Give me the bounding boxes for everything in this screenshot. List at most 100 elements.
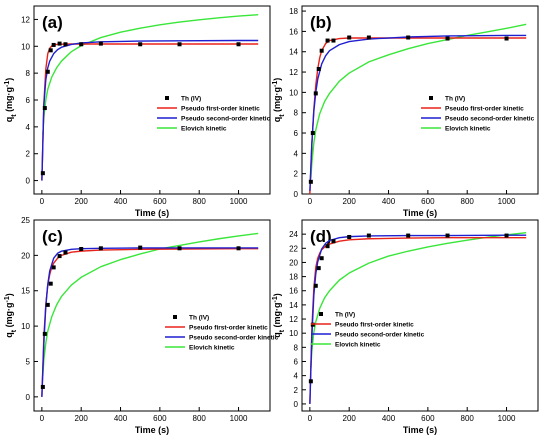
y-tick-label: 12 [289,68,298,77]
data-point [308,179,313,184]
x-tick-label: 200 [75,414,89,423]
legend-label: Pseudo second-order kinetic [335,332,425,339]
x-axis-label: Time (s) [135,208,169,218]
data-point [236,246,241,251]
x-tick-label: 400 [114,197,128,206]
data-point [40,384,45,389]
y-tick-label: 20 [289,258,298,267]
data-point [48,48,53,53]
data-point [325,38,330,43]
x-tick-label: 800 [193,197,207,206]
y-tick-label: 0 [26,177,31,186]
series-line-pseudo-first-order-kinetic [41,247,259,397]
y-tick-label: 8 [26,69,31,78]
y-tick-label: 4 [26,123,31,132]
legend-marker [319,312,323,316]
series-line-elovich-kinetic [310,23,527,179]
data-point [79,42,84,47]
x-axis-label: Time (s) [403,425,437,435]
x-tick-label: 1000 [230,414,248,423]
data-point [325,244,330,249]
data-point [45,302,50,307]
data-point [406,35,411,40]
data-point [42,106,47,111]
data-point [504,233,509,238]
plot-frame [301,5,539,195]
plot-frame [33,5,271,195]
data-point [406,233,411,238]
y-tick-label: 18 [289,273,298,282]
y-tick-label: 6 [26,96,31,105]
legend-label: Elovich kinetic [189,345,235,352]
panel-label: (a) [42,13,63,32]
y-tick-label: 8 [294,109,299,118]
legend-label: Pseudo first-order kinetic [189,325,268,332]
x-tick-label: 400 [114,414,128,423]
data-point [98,246,103,251]
data-point [308,379,313,384]
legend: Th (IV) Pseudo first-order kinetic Pseudo … [311,312,425,349]
y-tick-label: 2 [294,170,299,179]
x-tick-label: 0 [40,414,45,423]
legend: Th (IV) Pseudo first-order kinetic Pseudo … [421,96,535,133]
y-tick-label: 15 [21,287,30,296]
x-tick-label: 600 [153,414,167,423]
y-tick-label: 2 [294,386,299,395]
legend-label: Th (IV) [181,96,201,103]
y-tick-label: 12 [289,315,298,324]
data-point [331,239,336,244]
legend-label: Pseudo second-order kinetic [181,116,271,123]
panel-b: 0 200 400 600 800 1000 0 2 4 6 8 10 12 14 16 18 Time (s)… [272,5,539,218]
x-axis-label: Time (s) [135,425,169,435]
data-point [51,42,56,47]
y-tick-label: 6 [294,357,299,366]
x-tick-label: 200 [343,414,357,423]
y-axis-label: qt (mg·g-1) [4,293,18,338]
x-tick-label: 200 [343,197,357,206]
data-point [177,42,182,47]
x-tick-label: 800 [461,197,475,206]
x-tick-label: 1000 [230,197,248,206]
plot-frame [301,219,539,412]
panel-c: 0 200 400 600 800 1000 0 5 10 15 20 25 Time (s) qt (m… [4,216,279,435]
series-group [40,14,259,181]
data-point [236,42,241,47]
legend-label: Th (IV) [335,312,355,319]
x-tick-label: 400 [382,197,396,206]
legend-label: Elovich kinetic [181,126,227,133]
legend-label: Th (IV) [445,96,465,103]
data-point [347,234,352,239]
series-line-elovich-kinetic [42,232,259,376]
legend-label: Pseudo first-order kinetic [335,322,414,329]
data-point [177,246,182,251]
data-point [445,36,450,41]
series-line-pseudo-second-order-kinetic [41,39,259,181]
y-tick-label: 14 [289,301,298,310]
panel-a: 0 200 400 600 800 1000 0 2 4 6 8 10 12 Time (s) qt (mg… [4,5,271,218]
data-point [45,69,50,74]
y-tick-label: 14 [289,48,298,57]
data-point [98,41,103,46]
data-point [313,91,318,96]
series-group [40,232,259,397]
x-tick-label: 1000 [498,197,516,206]
data-point [40,171,45,176]
legend-label: Elovich kinetic [335,342,381,349]
y-tick-label: 10 [289,88,298,97]
data-point [504,36,509,41]
y-tick-label: 6 [294,129,299,138]
x-tick-label: 800 [193,414,207,423]
y-tick-label: 25 [21,216,30,225]
data-point [313,283,318,288]
panel-d: 0 200 400 600 800 1000024681012141618202224Ti… [272,219,539,435]
legend-label: Pseudo first-order kinetic [445,106,524,113]
data-point [316,67,321,72]
legend-marker [429,96,433,100]
y-tick-label: 5 [26,357,31,366]
series-line-elovich-kinetic [42,14,259,135]
y-tick-label: 4 [294,149,299,158]
data-point [63,250,68,255]
data-point [310,131,315,136]
data-point [316,266,321,271]
